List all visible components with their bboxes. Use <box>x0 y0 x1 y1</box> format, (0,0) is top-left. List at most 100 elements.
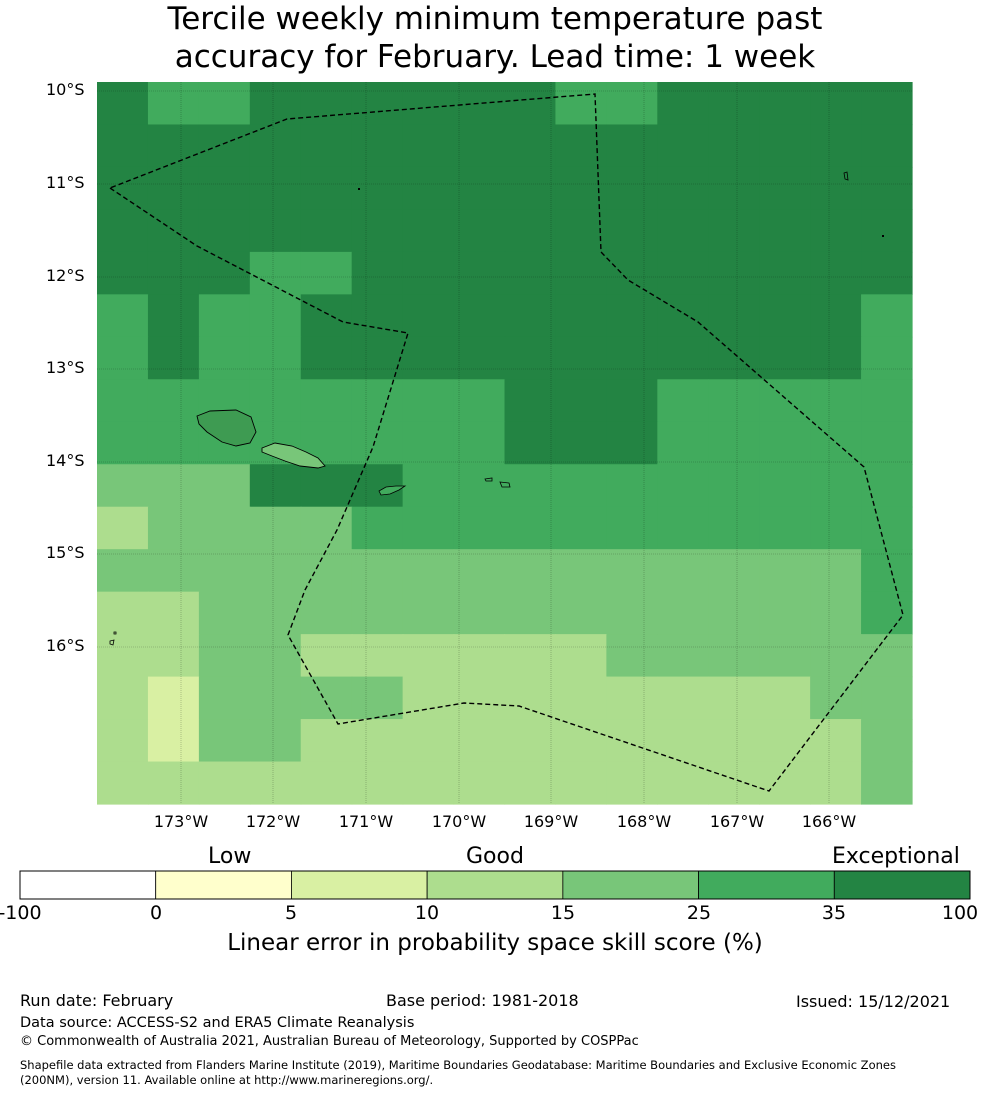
colorbar-segment <box>426 870 564 900</box>
skill-cell <box>657 549 709 593</box>
skill-cell <box>249 719 302 763</box>
skill-cell <box>453 124 506 168</box>
skill-cell <box>402 294 455 338</box>
skill-cell <box>147 294 200 338</box>
skill-cell <box>97 549 149 593</box>
skill-cell <box>810 336 862 380</box>
colorbar-segment <box>19 870 157 900</box>
skill-cell <box>861 676 913 720</box>
skill-cell <box>249 336 302 380</box>
skill-cell <box>555 634 607 678</box>
skill-cell <box>759 676 811 720</box>
skill-cell <box>606 209 658 253</box>
skill-cell <box>861 124 913 168</box>
skill-cell <box>759 464 811 508</box>
skill-cell <box>198 124 251 168</box>
skill-cell <box>453 761 506 805</box>
skill-grid <box>97 82 913 805</box>
skill-cell <box>708 166 760 211</box>
skill-cell <box>147 379 200 423</box>
skill-cell <box>300 634 353 678</box>
skill-cell <box>147 719 200 763</box>
category-exceptional: Exceptional <box>832 844 960 869</box>
skill-cell <box>657 379 709 423</box>
skill-cell <box>810 464 862 508</box>
category-good: Good <box>466 844 524 869</box>
skill-cell <box>147 676 200 720</box>
skill-cell <box>555 82 607 126</box>
skill-cell <box>810 676 862 720</box>
skill-cell <box>504 634 557 678</box>
skill-cell <box>351 336 404 380</box>
colorbar <box>19 870 971 900</box>
lat-label-16s: 16°S <box>46 636 85 655</box>
skill-cell <box>606 464 658 508</box>
skill-cell <box>453 209 506 253</box>
skill-cell <box>147 124 200 168</box>
skill-cell <box>402 336 455 380</box>
skill-cell <box>606 506 658 550</box>
skill-cell <box>555 549 607 593</box>
skill-cell <box>555 251 607 295</box>
skill-cell <box>402 82 455 126</box>
skill-cell <box>606 421 658 465</box>
skill-cell <box>402 421 455 465</box>
skill-cell <box>657 421 709 465</box>
skill-cell <box>606 719 658 763</box>
skill-cell <box>861 336 913 380</box>
skill-cell <box>657 719 709 763</box>
base-period: Base period: 1981-2018 <box>386 991 579 1010</box>
skill-cell <box>97 294 149 338</box>
skill-cell <box>453 82 506 126</box>
skill-cell <box>453 251 506 295</box>
skill-cell <box>402 166 455 211</box>
skill-cell <box>453 294 506 338</box>
skill-cell <box>453 634 506 678</box>
skill-cell <box>504 591 557 635</box>
skill-cell <box>708 336 760 380</box>
skill-cell <box>97 209 149 253</box>
skill-cell <box>504 209 557 253</box>
skill-cell <box>198 634 251 678</box>
skill-cell <box>453 464 506 508</box>
skill-cell <box>810 166 862 211</box>
skill-cell <box>249 591 302 635</box>
skill-cell <box>351 209 404 253</box>
lon-label-173w: 173°W <box>153 812 209 831</box>
skill-cell <box>198 591 251 635</box>
skill-cell <box>504 549 557 593</box>
skill-cell <box>402 251 455 295</box>
skill-cell <box>759 166 811 211</box>
skill-cell <box>504 251 557 295</box>
skill-cell <box>351 676 404 720</box>
skill-cell <box>453 591 506 635</box>
skill-cell <box>657 676 709 720</box>
colorbar-segment <box>833 870 971 900</box>
skill-cell <box>606 549 658 593</box>
skill-cell <box>198 464 251 508</box>
skill-cell <box>402 506 455 550</box>
skill-cell <box>402 124 455 168</box>
cb-tick-5: 5 <box>284 902 298 924</box>
skill-cell <box>606 676 658 720</box>
skill-cell <box>708 676 760 720</box>
skill-cell <box>198 549 251 593</box>
skill-cell <box>759 209 811 253</box>
skill-cell <box>97 82 149 126</box>
skill-cell <box>300 336 353 380</box>
island-swains <box>358 188 360 190</box>
skill-cell <box>504 676 557 720</box>
skill-cell <box>300 379 353 423</box>
island-east-speck <box>882 235 884 237</box>
eez-boundary <box>108 93 904 792</box>
skill-cell <box>606 166 658 211</box>
skill-cell <box>504 166 557 211</box>
skill-cell <box>198 676 251 720</box>
skill-cell <box>555 209 607 253</box>
copyright: © Commonwealth of Australia 2021, Austra… <box>20 1034 639 1049</box>
skill-cell <box>708 549 760 593</box>
skill-cell <box>504 82 557 126</box>
skill-cell <box>759 124 811 168</box>
lon-label-169w: 169°W <box>523 812 579 831</box>
skill-cell <box>606 379 658 423</box>
